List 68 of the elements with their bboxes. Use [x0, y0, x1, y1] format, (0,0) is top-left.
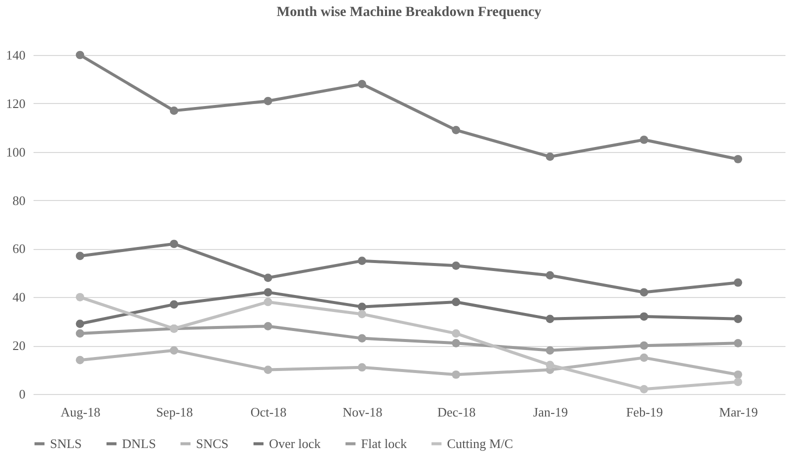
point [76, 50, 84, 60]
point [76, 329, 84, 338]
point [358, 334, 366, 342]
point [640, 354, 648, 362]
point [452, 298, 460, 306]
point [546, 360, 554, 370]
point [452, 329, 460, 338]
point [358, 302, 366, 312]
point [734, 370, 742, 379]
point [170, 300, 178, 309]
x-tick-label: Dec-18 [437, 404, 476, 420]
point [734, 278, 742, 287]
point [264, 366, 272, 374]
x-tick-label: Oct-18 [250, 404, 287, 420]
point [358, 80, 366, 88]
legend-label: SNCS [196, 436, 229, 451]
point [734, 378, 742, 386]
chart-title: Month wise Machine Breakdown Frequency [276, 5, 542, 20]
y-tick-label: 140 [6, 48, 26, 62]
x-tick-label: Sep-18 [156, 404, 193, 420]
point [264, 298, 272, 306]
point [546, 314, 554, 324]
point [76, 320, 84, 328]
point [452, 370, 460, 379]
point [264, 322, 272, 330]
legend-label: SNLS [50, 436, 82, 451]
legend-label: Over lock [269, 436, 322, 451]
point [170, 106, 178, 115]
point [546, 152, 554, 161]
y-tick-label: 20 [12, 338, 26, 354]
point [546, 271, 554, 280]
point [734, 314, 742, 324]
y-tick-label: 40 [12, 290, 26, 305]
legend-label: DNLS [122, 436, 156, 451]
legend-label: Cutting M/C [447, 436, 514, 451]
point [264, 288, 272, 296]
point [734, 338, 742, 348]
y-tick-label: 100 [6, 144, 26, 160]
y-tick-label: 0 [19, 386, 26, 402]
point [264, 96, 272, 106]
y-tick-label: 80 [12, 192, 26, 208]
point [640, 384, 648, 394]
point [264, 274, 272, 282]
point [76, 292, 84, 302]
point [452, 126, 460, 134]
point [452, 338, 460, 348]
point [358, 310, 366, 318]
point [546, 346, 554, 355]
y-tick-label: 60 [12, 241, 26, 256]
point [640, 288, 648, 296]
y-tick-label: 120 [6, 96, 26, 111]
point [358, 363, 366, 372]
point [452, 261, 460, 270]
point [734, 154, 742, 164]
x-tick-label: Mar-19 [719, 404, 758, 420]
x-tick-label: Nov-18 [342, 404, 382, 420]
point [76, 252, 84, 260]
point [640, 341, 648, 350]
point [76, 356, 84, 364]
point [640, 136, 648, 144]
point [358, 256, 366, 265]
point [640, 312, 648, 321]
x-tick-label: Feb-19 [626, 404, 663, 420]
point [170, 346, 178, 355]
point [170, 240, 178, 248]
x-tick-label: Aug-18 [60, 404, 100, 420]
legend-label: Flat lock [361, 436, 408, 451]
x-tick-label: Jan-19 [533, 404, 568, 420]
